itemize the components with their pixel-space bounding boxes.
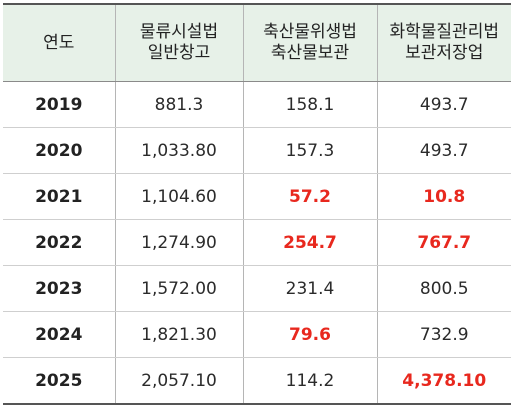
cell-year: 2025 xyxy=(3,357,116,404)
cell-year: 2024 xyxy=(3,311,116,358)
header-year: 연도 xyxy=(3,4,116,82)
header-logistics-line-2: 일반창고 xyxy=(147,43,211,63)
header-livestock-hygiene-act: 축산물위생법 축산물보관 xyxy=(242,4,378,82)
cell-livestock-product-storage: 158.1 xyxy=(242,81,378,128)
cell-livestock-product-storage: 157.3 xyxy=(242,127,378,174)
cell-year: 2019 xyxy=(3,81,116,128)
header-livestock-line-1: 축산물위생법 xyxy=(263,22,357,42)
cell-year: 2022 xyxy=(3,219,116,266)
header-chemical-control-act: 화학물질관리법 보관저장업 xyxy=(376,4,511,82)
cell-logistics-general-warehouse: 1,033.80 xyxy=(114,127,244,174)
cell-year: 2020 xyxy=(3,127,116,174)
cell-logistics-general-warehouse: 1,821.30 xyxy=(114,311,244,358)
header-livestock-line-2: 축산물보관 xyxy=(270,43,350,63)
table-row: 2024 1,821.30 79.6 732.9 xyxy=(3,311,511,358)
table-row: 2023 1,572.00 231.4 800.5 xyxy=(3,265,511,312)
cell-chemical-storage-business: 732.9 xyxy=(376,311,511,358)
cell-livestock-product-storage: 79.6 xyxy=(242,311,378,358)
cell-chemical-storage-business: 4,378.10 xyxy=(376,357,511,404)
table-row: 2022 1,274.90 254.7 767.7 xyxy=(3,219,511,266)
cell-livestock-product-storage: 114.2 xyxy=(242,357,378,404)
cell-chemical-storage-business: 10.8 xyxy=(376,173,511,220)
cell-livestock-product-storage: 57.2 xyxy=(242,173,378,220)
table-header: 연도 물류시설법 일반창고 축산물위생법 축산물보관 화학물질관리법 보관저장업 xyxy=(3,4,511,82)
table-body: 2019 881.3 158.1 493.7 2020 1,033.80 157.3 493.… xyxy=(3,81,511,404)
storage-data-table: 연도 물류시설법 일반창고 축산물위생법 축산물보관 화학물질관리법 보관저장업… xyxy=(3,3,511,405)
table-row: 2021 1,104.60 57.2 10.8 xyxy=(3,173,511,220)
cell-logistics-general-warehouse: 1,274.90 xyxy=(114,219,244,266)
table-row: 2019 881.3 158.1 493.7 xyxy=(3,81,511,128)
cell-chemical-storage-business: 493.7 xyxy=(376,81,511,128)
header-chemical-line-1: 화학물질관리법 xyxy=(389,22,499,42)
cell-logistics-general-warehouse: 1,572.00 xyxy=(114,265,244,312)
cell-chemical-storage-business: 767.7 xyxy=(376,219,511,266)
table-row: 2025 2,057.10 114.2 4,378.10 xyxy=(3,357,511,404)
header-logistics-facility-act: 물류시설법 일반창고 xyxy=(114,4,244,82)
cell-chemical-storage-business: 493.7 xyxy=(376,127,511,174)
header-row: 연도 물류시설법 일반창고 축산물위생법 축산물보관 화학물질관리법 보관저장업 xyxy=(3,4,511,82)
header-logistics-line-1: 물류시설법 xyxy=(139,22,219,42)
cell-chemical-storage-business: 800.5 xyxy=(376,265,511,312)
cell-logistics-general-warehouse: 1,104.60 xyxy=(114,173,244,220)
table-row: 2020 1,033.80 157.3 493.7 xyxy=(3,127,511,174)
cell-livestock-product-storage: 231.4 xyxy=(242,265,378,312)
cell-year: 2023 xyxy=(3,265,116,312)
cell-logistics-general-warehouse: 881.3 xyxy=(114,81,244,128)
cell-year: 2021 xyxy=(3,173,116,220)
header-chemical-line-2: 보관저장업 xyxy=(405,43,484,63)
header-year-line-1: 연도 xyxy=(43,32,75,53)
cell-livestock-product-storage: 254.7 xyxy=(242,219,378,266)
cell-logistics-general-warehouse: 2,057.10 xyxy=(114,357,244,404)
